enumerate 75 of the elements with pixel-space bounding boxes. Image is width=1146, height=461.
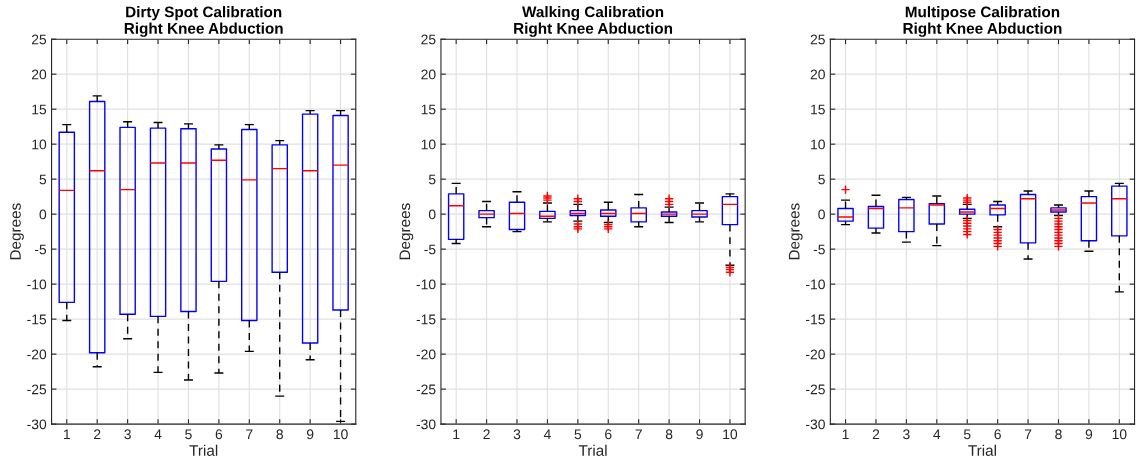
x-tick-label: 1 — [63, 429, 70, 440]
x-tick-label: 3 — [124, 429, 131, 440]
y-tick-label: -15 — [806, 314, 825, 325]
x-tick-label: 9 — [1085, 429, 1093, 440]
x-tick-label: 2 — [94, 429, 101, 440]
y-tick-label: 15 — [421, 104, 436, 115]
y-tick-label: -15 — [27, 314, 47, 325]
y-tick-label: 15 — [32, 104, 47, 115]
x-tick-label: 6 — [994, 429, 1001, 440]
y-tick-label: 5 — [818, 174, 825, 185]
x-tick-label: 4 — [543, 429, 551, 440]
x-tick-label: 8 — [665, 429, 673, 440]
y-tick-label: 15 — [811, 104, 825, 115]
y-tick-label: 25 — [421, 34, 436, 45]
y-tick-label: -5 — [424, 244, 436, 255]
y-tick-label: 5 — [39, 174, 47, 185]
chart-title: Multipose Calibration Right Knee Abduction — [903, 6, 1062, 37]
x-tick-label: 9 — [306, 429, 314, 440]
x-tick-label: 8 — [1055, 429, 1062, 440]
x-tick-label: 9 — [696, 429, 703, 440]
y-tick-label: -20 — [416, 349, 436, 360]
x-tick-label: 6 — [215, 429, 223, 440]
x-tick-label: 5 — [574, 429, 582, 440]
x-axis-title: Trial — [189, 444, 218, 456]
y-tick-label: -30 — [806, 419, 825, 430]
y-tick-label: -10 — [806, 279, 825, 290]
y-tick-label: 20 — [810, 69, 825, 80]
y-tick-label: 20 — [31, 69, 47, 80]
y-tick-label: 20 — [421, 69, 436, 80]
y-axis-title: Degrees — [399, 203, 414, 260]
x-axis-title: Trial — [968, 444, 996, 456]
y-tick-label: -20 — [27, 349, 47, 360]
y-tick-label: 10 — [811, 139, 825, 150]
y-tick-label: 0 — [39, 209, 47, 220]
x-tick-label: 2 — [872, 429, 880, 440]
x-tick-label: 4 — [154, 429, 162, 440]
x-tick-label: 10 — [333, 429, 348, 440]
y-tick-label: -20 — [806, 349, 825, 360]
x-tick-label: 5 — [963, 429, 971, 440]
x-tick-label: 10 — [1112, 429, 1127, 440]
y-tick-label: -15 — [416, 314, 436, 325]
y-axis-title: Degrees — [10, 203, 24, 260]
x-tick-label: 7 — [1024, 429, 1032, 440]
y-tick-label: 25 — [31, 34, 47, 45]
y-tick-label: 0 — [428, 209, 436, 220]
y-tick-label: 0 — [818, 209, 825, 220]
x-tick-label: 10 — [723, 429, 738, 440]
y-tick-label: -25 — [416, 384, 436, 395]
x-tick-label: 3 — [903, 429, 910, 440]
x-tick-label: 1 — [842, 429, 849, 440]
y-tick-label: -30 — [27, 419, 47, 430]
y-tick-label: -25 — [27, 384, 47, 395]
y-tick-label: 10 — [32, 139, 47, 150]
y-tick-label: 10 — [421, 139, 436, 150]
x-tick-label: 7 — [246, 429, 253, 440]
chart-title: Walking Calibration Right Knee Abduction — [514, 6, 673, 37]
x-axis-title: Trial — [578, 444, 607, 456]
y-tick-label: -10 — [27, 279, 47, 290]
y-tick-label: -10 — [416, 279, 436, 290]
y-tick-label: -30 — [416, 419, 436, 430]
x-tick-label: 1 — [453, 429, 460, 440]
x-tick-label: 5 — [185, 429, 192, 440]
x-tick-label: 6 — [605, 429, 612, 440]
x-tick-label: 2 — [483, 429, 490, 440]
x-tick-label: 8 — [276, 429, 283, 440]
y-tick-label: -5 — [813, 244, 825, 255]
x-tick-label: 7 — [635, 429, 642, 440]
y-tick-label: -5 — [34, 244, 47, 255]
x-tick-label: 4 — [933, 429, 941, 440]
x-tick-label: 3 — [513, 429, 521, 440]
y-tick-label: -25 — [806, 384, 825, 395]
y-tick-label: 5 — [428, 174, 436, 185]
y-axis-title: Degrees — [788, 203, 803, 260]
y-tick-label: 25 — [810, 34, 825, 45]
chart-title: Dirty Spot Calibration Right Knee Abduction — [124, 6, 283, 37]
